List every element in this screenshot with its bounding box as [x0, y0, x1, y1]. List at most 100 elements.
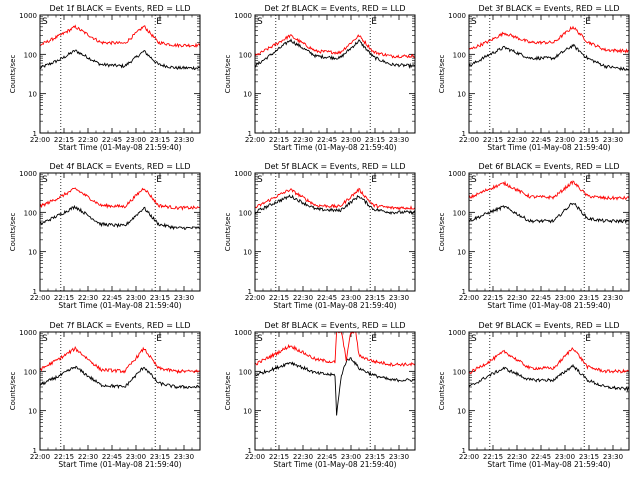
- panel-title: Det 8f BLACK = Events, RED = LLD: [264, 321, 405, 330]
- end-marker: E: [585, 334, 591, 344]
- x-tick-label: 22:15: [483, 294, 503, 302]
- x-tick-label: 22:15: [483, 136, 503, 144]
- y-axis-label: Counts/sec: [438, 372, 446, 411]
- end-marker: E: [371, 17, 377, 27]
- panel-4: Det 4f BLACK = Events, RED = LLD 1 10 100 10…: [9, 162, 201, 310]
- y-axis-label: Counts/sec: [9, 213, 17, 252]
- y-tick-label: 1000: [234, 12, 252, 20]
- x-tick-label: 23:15: [579, 136, 599, 144]
- y-axis-label: Counts/sec: [9, 55, 17, 94]
- x-tick-label: 22:45: [531, 136, 551, 144]
- x-axis-label: Start Time (01-May-08 21:59:40): [487, 143, 610, 152]
- x-tick-label: 23:15: [150, 453, 170, 461]
- x-axis-label: Start Time (01-May-08 21:59:40): [273, 460, 396, 469]
- start-marker: S: [42, 175, 48, 185]
- x-tick-label: 23:30: [603, 453, 623, 461]
- start-marker: S: [471, 334, 477, 344]
- series-lld: [254, 187, 416, 211]
- y-tick-label: 10: [457, 408, 466, 416]
- series-events: [39, 204, 201, 231]
- x-tick-label: 22:15: [54, 453, 74, 461]
- x-tick-label: 22:30: [507, 136, 527, 144]
- x-tick-label: 23:15: [150, 136, 170, 144]
- panel-3: Det 3f BLACK = Events, RED = LLD 1 10 100 10…: [438, 4, 630, 152]
- start-marker: S: [471, 175, 477, 185]
- y-tick-label: 1000: [19, 12, 37, 20]
- y-tick-label: 100: [24, 368, 37, 376]
- end-marker: E: [585, 175, 591, 185]
- x-tick-label: 22:30: [293, 294, 313, 302]
- plot-frame: [39, 14, 201, 134]
- x-tick-label: 22:00: [30, 136, 50, 144]
- x-axis-label: Start Time (01-May-08 21:59:40): [58, 301, 181, 310]
- y-tick-label: 1: [462, 130, 466, 138]
- y-tick-label: 10: [28, 408, 37, 416]
- x-axis-label: Start Time (01-May-08 21:59:40): [58, 460, 181, 469]
- y-axis-label: Counts/sec: [224, 213, 232, 252]
- panel-5: Det 5f BLACK = Events, RED = LLD 1 10 100 10…: [224, 162, 416, 310]
- y-tick-label: 100: [239, 209, 252, 217]
- panel-title: Det 6f BLACK = Events, RED = LLD: [478, 162, 619, 171]
- x-tick-label: 22:15: [269, 136, 289, 144]
- start-marker: S: [42, 334, 48, 344]
- x-axis-label: Start Time (01-May-08 21:59:40): [58, 143, 181, 152]
- x-tick-label: 23:00: [126, 453, 146, 461]
- panel-title: Det 7f BLACK = Events, RED = LLD: [49, 321, 190, 330]
- x-tick-label: 23:00: [555, 136, 575, 144]
- y-axis-label: Counts/sec: [438, 55, 446, 94]
- x-tick-label: 22:45: [317, 294, 337, 302]
- series-events: [254, 194, 416, 215]
- end-marker: E: [156, 175, 162, 185]
- y-tick-label: 10: [243, 249, 252, 257]
- series-lld: [468, 346, 630, 375]
- start-marker: S: [257, 175, 263, 185]
- y-tick-label: 1: [462, 288, 466, 296]
- y-tick-label: 1: [33, 447, 37, 455]
- x-tick-label: 22:00: [30, 453, 50, 461]
- panel-6: Det 6f BLACK = Events, RED = LLD 1 10 100 10…: [438, 162, 630, 310]
- y-tick-label: 100: [239, 51, 252, 59]
- x-axis-label: Start Time (01-May-08 21:59:40): [487, 301, 610, 310]
- x-tick-label: 22:45: [317, 136, 337, 144]
- y-tick-label: 10: [243, 91, 252, 99]
- y-tick-label: 1: [462, 447, 466, 455]
- panel-title: Det 3f BLACK = Events, RED = LLD: [478, 4, 619, 13]
- x-tick-label: 22:45: [531, 294, 551, 302]
- start-marker: S: [257, 334, 263, 344]
- start-marker: S: [257, 17, 263, 27]
- panel-1: Det 1f BLACK = Events, RED = LLD 1 10 100 10…: [9, 4, 201, 152]
- series-events: [254, 38, 416, 69]
- series-lld: [39, 187, 201, 211]
- series-lld: [468, 180, 630, 201]
- plot-frame: [254, 14, 416, 134]
- series-lld: [39, 24, 201, 49]
- x-tick-label: 23:00: [341, 294, 361, 302]
- y-tick-label: 1000: [448, 329, 466, 337]
- x-tick-label: 23:30: [603, 294, 623, 302]
- panel-8: Det 8f BLACK = Events, RED = LLD 1 10 100 10…: [224, 321, 416, 469]
- y-axis-label: Counts/sec: [224, 55, 232, 94]
- plot-frame: [468, 14, 630, 134]
- y-tick-label: 100: [24, 51, 37, 59]
- x-tick-label: 22:00: [245, 294, 265, 302]
- plot-frame: [39, 331, 201, 451]
- y-tick-label: 10: [457, 91, 466, 99]
- series-lld: [254, 34, 416, 59]
- x-tick-label: 23:00: [341, 136, 361, 144]
- series-events: [39, 49, 201, 71]
- x-tick-label: 22:00: [459, 453, 479, 461]
- series-lld: [468, 25, 630, 54]
- plot-frame: [39, 172, 201, 292]
- plot-frame: [468, 331, 630, 451]
- x-tick-label: 22:45: [317, 453, 337, 461]
- end-marker: E: [156, 334, 162, 344]
- series-lld: [39, 345, 200, 375]
- x-tick-label: 22:30: [507, 453, 527, 461]
- end-marker: E: [371, 175, 377, 185]
- panel-title: Det 2f BLACK = Events, RED = LLD: [264, 4, 405, 13]
- x-tick-label: 23:30: [174, 136, 194, 144]
- plot-frame: [468, 172, 630, 292]
- y-tick-label: 1000: [234, 170, 252, 178]
- end-marker: E: [371, 334, 377, 344]
